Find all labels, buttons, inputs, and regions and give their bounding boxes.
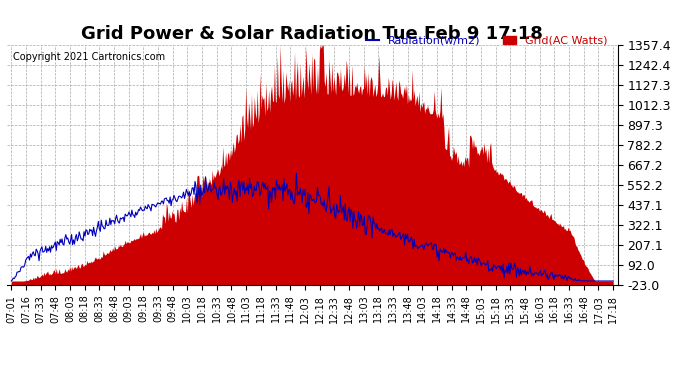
Text: Copyright 2021 Cartronics.com: Copyright 2021 Cartronics.com — [13, 52, 165, 62]
Legend: Radiation(w/m2), Grid(AC Watts): Radiation(w/m2), Grid(AC Watts) — [362, 32, 612, 50]
Title: Grid Power & Solar Radiation Tue Feb 9 17:18: Grid Power & Solar Radiation Tue Feb 9 1… — [81, 26, 543, 44]
